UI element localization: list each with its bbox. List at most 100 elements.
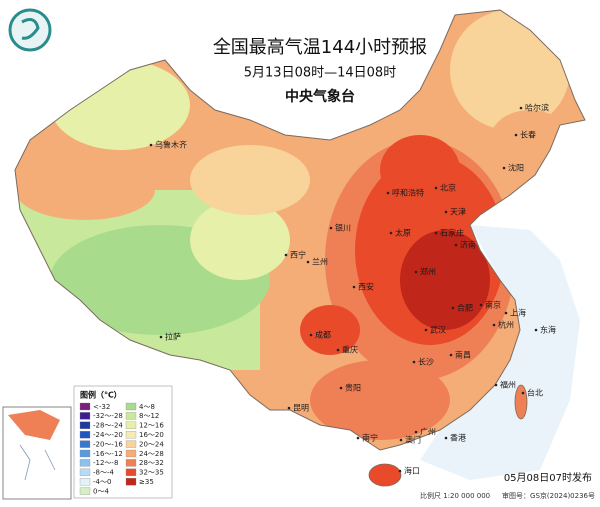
city-dot: [451, 306, 455, 310]
legend-label: -32～-28: [93, 412, 123, 420]
city-label: 广州: [420, 427, 436, 437]
city-dot: [399, 438, 403, 442]
city-dot: [414, 270, 418, 274]
city-dot: [329, 226, 333, 230]
city-label: 成都: [315, 330, 331, 340]
taiwan: [514, 384, 528, 420]
city-dot: [479, 303, 483, 307]
city-dot: [149, 143, 153, 147]
city-label: 合肥: [457, 303, 473, 313]
city-label: 南宁: [362, 433, 378, 443]
legend-label: -12～-8: [93, 459, 118, 467]
legend-swatch: [79, 431, 91, 439]
city-label: 石家庄: [440, 228, 464, 238]
city-label: 南昌: [455, 350, 471, 360]
legend-swatch: [125, 421, 137, 429]
city-label: 沈阳: [508, 163, 524, 173]
legend-swatch: [79, 412, 91, 420]
city-dot: [352, 285, 356, 289]
city-dot: [519, 106, 523, 110]
city-dot: [434, 186, 438, 190]
city-label: 上海: [510, 308, 526, 318]
legend-swatch: [79, 459, 91, 467]
city-label: 乌鲁木齐: [155, 140, 187, 150]
city-dot: [287, 406, 291, 410]
city-label: 台北: [527, 388, 543, 398]
legend-swatch: [79, 402, 91, 411]
scale: 比例尺 1:20 000 000: [420, 491, 490, 500]
city-label: 北京: [440, 183, 456, 193]
legend-swatch: [125, 402, 137, 411]
legend-title: 图例（℃）: [80, 390, 122, 400]
city-dot: [502, 166, 506, 170]
city-label: 天津: [450, 207, 466, 217]
legend-label: -24～-20: [93, 431, 123, 439]
legend-swatch: [125, 449, 137, 458]
city-label: 西宁: [290, 250, 306, 260]
legend-swatch: [125, 468, 137, 476]
city-label: 太原: [395, 228, 411, 238]
legend-swatch: [79, 449, 91, 458]
city-dot: [309, 333, 313, 337]
inset-islands: [19, 444, 56, 481]
city-dot: [534, 328, 538, 332]
city-label: 海口: [404, 466, 420, 476]
city-dot: [159, 335, 163, 339]
legend-swatch: [79, 440, 91, 448]
city-label: 昆明: [293, 404, 309, 413]
city-label: 长沙: [418, 357, 434, 367]
legend-label: -4～0: [93, 478, 111, 486]
city-label: 重庆: [342, 345, 358, 355]
city-dot: [494, 383, 498, 387]
legend-label: 16～20: [139, 431, 164, 439]
legend-label: 0～4: [93, 487, 109, 495]
city-label: 拉萨: [165, 332, 181, 342]
legend-swatch: [125, 440, 137, 448]
legend-box: [73, 385, 173, 499]
city-label: 郑州: [420, 267, 436, 277]
city-label: 哈尔滨: [525, 103, 549, 113]
legend-label: -28～-24: [93, 422, 123, 430]
city-label: 福州: [500, 381, 516, 390]
city-dot: [284, 253, 288, 257]
city-dot: [398, 469, 402, 473]
city-dot: [386, 191, 390, 195]
logo: [8, 8, 52, 52]
city-dot: [514, 133, 518, 137]
legend-swatch: [79, 487, 91, 495]
city-dot: [449, 353, 453, 357]
city-dot: [504, 311, 508, 315]
city-dot: [434, 231, 438, 235]
city-label: 济南: [460, 240, 476, 250]
city-label: 贵阳: [345, 383, 361, 393]
city-label: 澳门: [405, 435, 421, 445]
approval: 审图号：GS京(2024)0236号: [502, 491, 595, 500]
city-label: 杭州: [498, 320, 514, 330]
legend-label: <-32: [93, 403, 110, 411]
city-dot: [444, 436, 448, 440]
city-label: 兰州: [312, 257, 328, 267]
city-dot: [424, 328, 428, 332]
legend-label: 4～8: [139, 403, 155, 411]
legend-label: -16～-12: [93, 450, 123, 458]
city-dot: [444, 210, 448, 214]
city-label: 香港: [450, 433, 466, 443]
subtitle: 5月13日08时—14日08时: [244, 66, 396, 81]
legend-label: 12～16: [139, 422, 164, 430]
hainan: [368, 463, 402, 487]
legend-label: 8～12: [139, 412, 159, 420]
city-dot: [389, 231, 393, 235]
legend-swatch: [125, 459, 137, 467]
city-label: 武汉: [430, 325, 446, 335]
border: [14, 9, 586, 451]
city-dot: [356, 436, 360, 440]
issued-time: 05月08日07时发布: [504, 471, 592, 484]
city-dot: [414, 430, 418, 434]
legend-label: -20～-16: [93, 440, 123, 448]
city-dot: [412, 360, 416, 364]
legend-swatch: [125, 478, 137, 486]
city-dot: [336, 348, 340, 352]
logo-mark: [21, 18, 40, 40]
